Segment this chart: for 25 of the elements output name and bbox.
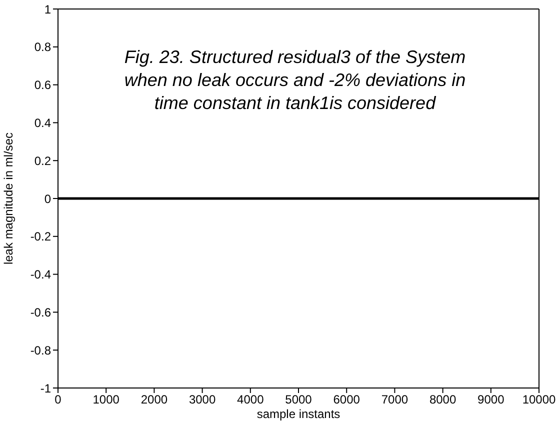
x-tick-label: 5000: [285, 392, 312, 407]
y-tick-label: 1: [44, 2, 52, 16]
x-axis-title: sample instants: [256, 407, 340, 421]
x-tick-label: 7000: [381, 392, 408, 407]
x-tick-label: 0: [54, 392, 62, 407]
y-tick-label: -0.8: [30, 343, 52, 358]
y-tick-label: -0.4: [30, 268, 52, 282]
x-tick-label: 4000: [237, 392, 264, 407]
x-tick-label: 8000: [429, 392, 456, 407]
y-tick-label: -0.6: [30, 305, 52, 320]
x-tick-label: 1000: [92, 392, 120, 407]
y-tick-label: 0: [44, 192, 52, 206]
x-tick-label: 6000: [333, 392, 360, 407]
annotation: Fig. 23. Structured residual3 of the System when no leak occurs and -2% deviations in time constant in tank1is considered: [123, 46, 467, 115]
y-tick-label: -1: [40, 381, 52, 396]
x-tick-label: 3000: [188, 392, 216, 407]
y-tick-label: 0.6: [34, 78, 52, 92]
x-tick-label: 9000: [478, 392, 505, 407]
y-tick-label: 0.4: [34, 116, 52, 130]
y-tick-label: -0.2: [30, 230, 52, 244]
y-tick-label: 0.8: [34, 40, 52, 54]
y-tick-label: 0.2: [34, 154, 52, 168]
y-axis-title: leak magnitude in ml/sec: [1, 132, 16, 265]
x-tick-label: 10000: [522, 392, 556, 407]
x-tick-label: 2000: [140, 392, 168, 407]
